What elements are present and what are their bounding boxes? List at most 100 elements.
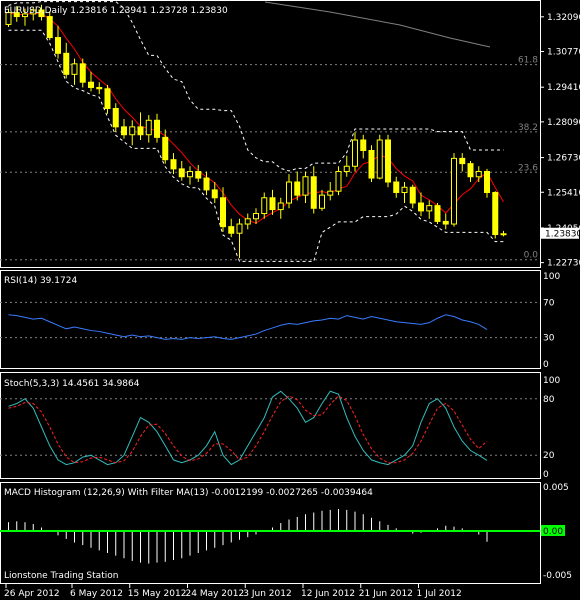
candle-body xyxy=(352,139,358,167)
candle xyxy=(302,171,309,204)
watermark-label: Lionstone Trading Station xyxy=(4,571,118,581)
candle-body xyxy=(211,189,218,199)
candle xyxy=(376,134,383,180)
candle xyxy=(38,4,45,21)
moving-average-line xyxy=(8,12,504,224)
candle-body xyxy=(55,37,61,54)
candle-body xyxy=(145,119,152,136)
candle xyxy=(195,164,202,183)
rsi-tick-label: 70 xyxy=(543,298,555,308)
candle-body xyxy=(38,9,45,18)
candle xyxy=(360,134,367,159)
time-tick-label: 24 May 2012 xyxy=(186,589,245,599)
candle xyxy=(442,213,449,230)
candle-body xyxy=(129,126,136,136)
candle-body xyxy=(376,139,383,179)
candle-body xyxy=(277,202,284,211)
candle xyxy=(253,208,259,225)
rsi-line xyxy=(8,314,488,340)
price-tick-label: 1.32090 xyxy=(547,13,580,23)
candle xyxy=(261,192,268,219)
candle-body xyxy=(112,107,119,128)
candle-body xyxy=(261,197,268,215)
candle xyxy=(343,155,350,177)
candle-body xyxy=(236,223,243,234)
candle xyxy=(104,84,111,114)
candle-body xyxy=(434,205,441,222)
candle-body xyxy=(121,126,127,136)
price-panel-border xyxy=(0,0,541,268)
candle xyxy=(13,6,20,22)
stoch-tick-label: 20 xyxy=(543,451,555,461)
candle xyxy=(5,8,12,28)
long-ma-line xyxy=(264,1,491,48)
macd-zero-badge xyxy=(541,525,565,536)
stoch-tick-label: 80 xyxy=(543,395,555,405)
macd-axis: 0.005 0.00 -0.005 xyxy=(541,483,572,581)
fib-label: 61.8 xyxy=(518,56,538,66)
candle-body xyxy=(195,171,202,179)
time-tick-label: 1 Jul 2012 xyxy=(417,589,462,599)
macd-tick-label: 0.00 xyxy=(543,527,563,537)
candle-body xyxy=(393,181,400,194)
candle xyxy=(327,182,334,201)
macd-panel[interactable] xyxy=(0,509,540,564)
price-tick-label: 1.29410 xyxy=(547,83,580,93)
candle-body xyxy=(203,177,210,191)
stoch-main-line xyxy=(8,390,488,466)
candle xyxy=(63,42,70,79)
candle xyxy=(55,25,61,59)
candle xyxy=(352,132,358,172)
candle xyxy=(401,182,408,204)
candle xyxy=(310,166,317,214)
macd-title: MACD Histogram (12,26,9) With Filter MA(… xyxy=(4,488,373,498)
time-tick-label: 12 Jun 2012 xyxy=(301,589,355,599)
candle xyxy=(492,191,499,239)
candle xyxy=(203,171,210,196)
candle-body xyxy=(343,165,350,173)
candle xyxy=(244,213,251,230)
candle xyxy=(178,161,185,181)
candle xyxy=(467,161,474,183)
time-tick-label: 26 Apr 2012 xyxy=(4,589,60,599)
candle xyxy=(121,118,127,139)
stoch-panel[interactable] xyxy=(0,390,540,466)
upper-band-line xyxy=(8,1,504,172)
candle-body xyxy=(269,197,276,211)
candle-body xyxy=(302,176,309,196)
candle xyxy=(368,145,375,183)
price-panel[interactable]: 61.8 38.2 23.6 0.0 xyxy=(0,1,540,262)
candle-body xyxy=(22,13,28,18)
candle-body xyxy=(451,157,457,225)
candle xyxy=(79,58,86,88)
candle-body xyxy=(244,218,251,225)
candle-body xyxy=(13,12,20,18)
candle xyxy=(112,103,119,133)
candle-body xyxy=(385,139,391,183)
candle-body xyxy=(96,86,103,90)
candle-body xyxy=(484,171,490,194)
candle xyxy=(434,203,441,225)
candle xyxy=(385,134,391,188)
candle xyxy=(162,129,169,164)
candle-body xyxy=(104,88,111,109)
candle-body xyxy=(63,52,70,75)
candle-body xyxy=(178,168,185,178)
rsi-tick-label: 0 xyxy=(543,360,549,370)
rsi-panel-border xyxy=(0,270,541,369)
price-tick-label: 1.22730 xyxy=(547,259,580,269)
macd-tick-label: 0.005 xyxy=(543,483,569,493)
candle xyxy=(228,218,235,238)
stoch-tick-label: 0 xyxy=(543,470,549,480)
price-tick-label: 1.28090 xyxy=(547,118,580,128)
candle xyxy=(96,82,103,95)
price-tick-label: 1.25410 xyxy=(547,188,580,198)
candle xyxy=(319,189,325,211)
candle-body xyxy=(426,205,433,212)
candle xyxy=(286,174,292,209)
candle-body xyxy=(310,176,317,209)
rsi-tick-label: 100 xyxy=(543,272,560,282)
rsi-panel[interactable] xyxy=(0,301,540,340)
candle xyxy=(236,218,243,259)
